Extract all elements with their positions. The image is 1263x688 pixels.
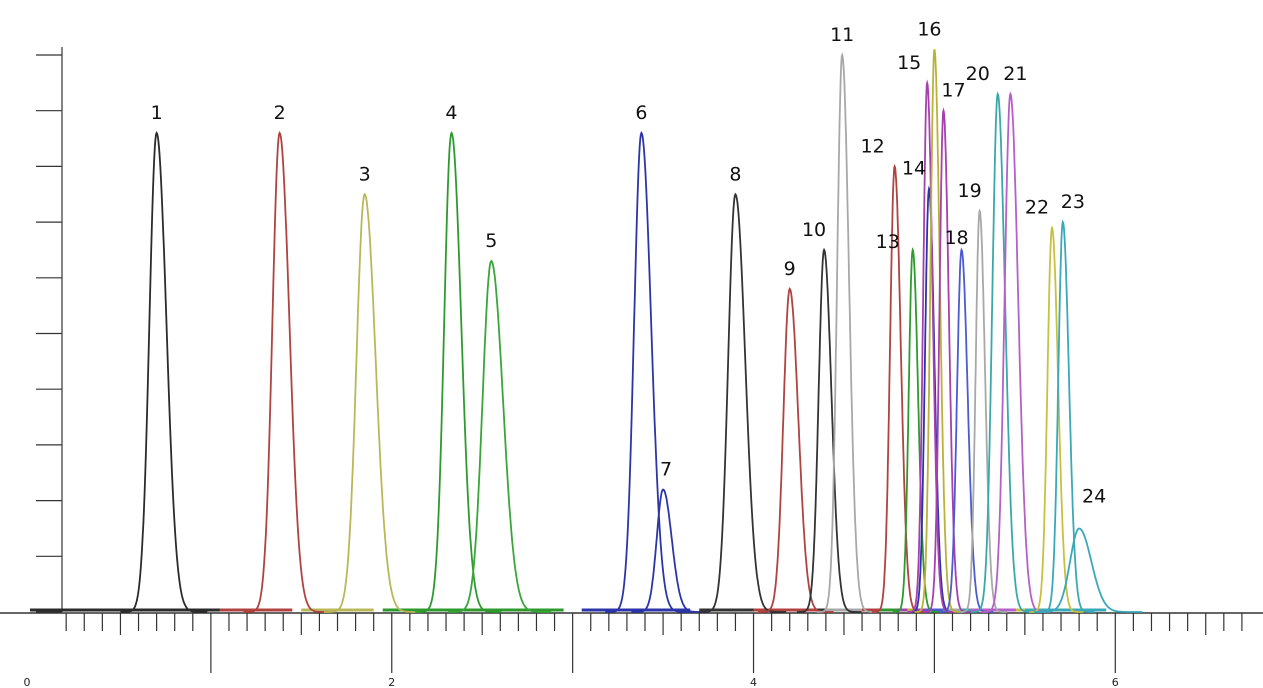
peak-trace-22: [1029, 225, 1084, 613]
x-tick-label: 4: [750, 676, 757, 688]
peak-label: 19: [958, 180, 982, 202]
x-tick-label: 6: [1112, 676, 1119, 688]
peak-label: 14: [902, 158, 926, 180]
peak-label: 2: [274, 102, 286, 124]
peak-label: 4: [445, 102, 457, 124]
peak-label: 16: [917, 18, 941, 40]
peak-label: 12: [861, 135, 885, 157]
peak-trace-7: [631, 488, 707, 613]
peak-trace-24: [1033, 527, 1143, 613]
peak-trace-2: [243, 131, 330, 613]
peak-trace-11: [816, 51, 878, 613]
peak-label: 11: [830, 24, 854, 46]
peak-label: 10: [802, 219, 826, 241]
peak-trace-1: [120, 131, 208, 613]
peak-label: 24: [1082, 485, 1106, 507]
peak-trace-19: [959, 208, 1008, 613]
peak-label: 17: [941, 80, 965, 102]
peak-trace-16: [914, 49, 963, 613]
peak-label: 1: [151, 102, 163, 124]
peak-label: 8: [729, 163, 741, 185]
peak-label: 7: [660, 458, 672, 480]
peak-label: 20: [966, 63, 990, 85]
peak-trace-4: [415, 131, 502, 613]
peak-trace-20: [970, 91, 1036, 613]
peak-trace-9: [758, 287, 834, 613]
peak-trace-3: [323, 192, 422, 613]
peak-trace-8: [699, 192, 787, 613]
peak-label: 22: [1025, 197, 1049, 219]
x-tick-label: 0: [24, 676, 31, 688]
peak-label: 3: [359, 163, 371, 185]
peak-trace-18: [938, 247, 994, 613]
peak-label: 13: [876, 231, 900, 253]
peak-label: 9: [784, 258, 796, 280]
peak-trace-13: [892, 247, 941, 613]
peak-trace-10: [796, 247, 862, 613]
peak-label: 5: [485, 230, 497, 252]
peak-traces: [120, 49, 1143, 613]
peak-label: 18: [944, 227, 968, 249]
peak-label: 6: [635, 102, 647, 124]
peak-trace-23: [1040, 219, 1095, 613]
x-tick-label: 2: [388, 676, 395, 688]
peak-label: 23: [1061, 191, 1085, 213]
peak-trace-5: [447, 259, 552, 613]
peak-label: 15: [897, 52, 921, 74]
peak-label: 21: [1003, 63, 1027, 85]
peak-trace-6: [605, 131, 692, 613]
